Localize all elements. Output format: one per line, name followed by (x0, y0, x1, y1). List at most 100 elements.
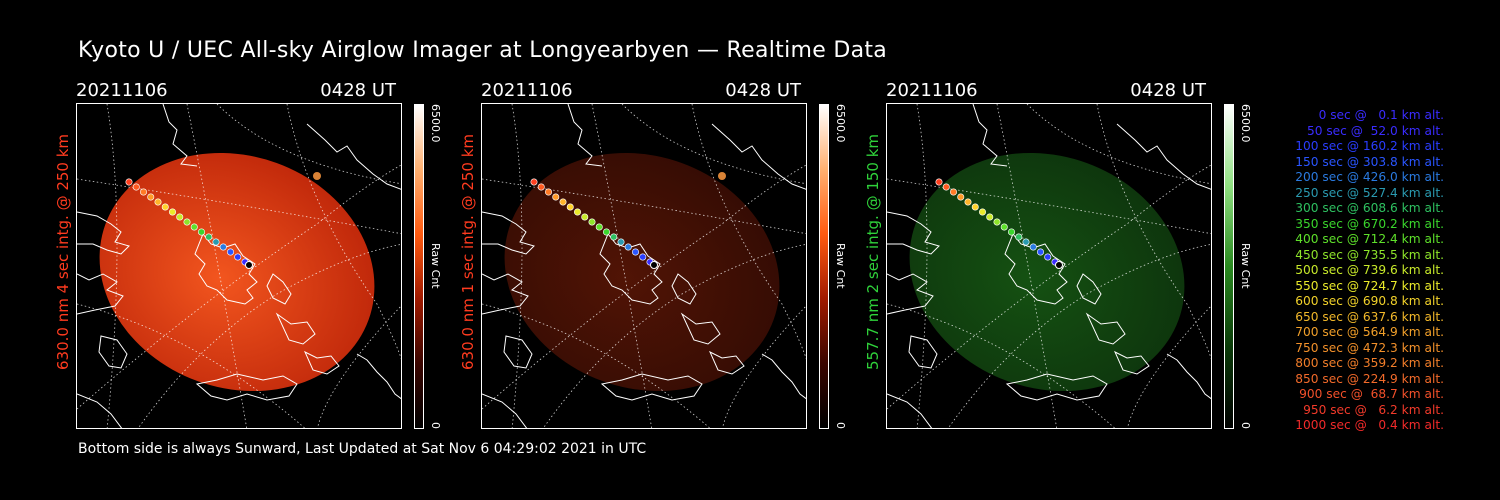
trajectory-point (971, 203, 979, 211)
latlon-grid-line (186, 104, 248, 428)
trajectory-point (227, 248, 235, 256)
trajectory-point (639, 253, 647, 261)
trajectory-point (610, 233, 618, 241)
panel-630nm-4sec: 20211106 0428 UT 6500.0 Raw Cnt 0 630.0 … (54, 80, 476, 430)
trajectory-point (212, 238, 220, 246)
trajectory-point (190, 223, 198, 231)
colorbar-max: 6500.0 (834, 104, 847, 143)
trajectory-end-point (245, 261, 253, 269)
panel-630nm-1sec: 20211106 0428 UT 6500.0 Raw Cnt 0 630.0 … (459, 80, 881, 430)
allsky-image (481, 103, 807, 429)
trajectory-point (595, 223, 603, 231)
latlon-grid-line (482, 178, 806, 235)
latlon-grid-line (691, 104, 806, 360)
latlon-grid-line (77, 303, 306, 428)
legend-entry: 800 sec @ 359.2 km alt. (1295, 356, 1444, 370)
colorbar-unit: Raw Cnt (429, 243, 442, 289)
colorbar-max: 6500.0 (429, 104, 442, 143)
legend-entry: 950 sec @ 6.2 km alt. (1303, 402, 1444, 417)
panel-wavelength-label: 630.0 nm 4 sec intg. @ 250 km (54, 133, 72, 370)
coastline (195, 373, 298, 401)
colorbar-min: 0 (429, 422, 442, 429)
coastline (887, 273, 934, 315)
page-title: Kyoto U / UEC All-sky Airglow Imager at … (78, 38, 888, 63)
trajectory-point (234, 253, 242, 261)
trajectory-point (979, 208, 987, 216)
allsky-map (77, 104, 401, 428)
coastline (908, 335, 938, 369)
colorbar (819, 104, 829, 429)
legend-entry: 650 sec @ 637.6 km alt. (1295, 309, 1444, 324)
trajectory-end-point (1055, 261, 1063, 269)
coastline (162, 104, 198, 167)
trajectory-point (559, 198, 567, 206)
trajectory-point (581, 213, 589, 221)
latlon-grid-line (1096, 104, 1211, 360)
panel-date: 20211106 (76, 80, 168, 101)
trajectory-point (176, 213, 184, 221)
latlon-grid-line (482, 303, 711, 428)
latlon-grid-line (542, 243, 806, 428)
panel-time: 0428 UT (320, 80, 396, 101)
coastline (1085, 312, 1126, 345)
bright-spot (718, 172, 726, 180)
trajectory-point (147, 193, 155, 201)
panel-time: 0428 UT (1130, 80, 1206, 101)
trajectory-point (1029, 243, 1037, 251)
trajectory-point (1044, 253, 1052, 261)
legend-entry: 0 sec @ 0.1 km alt. (1318, 108, 1444, 122)
trajectory-point (632, 248, 640, 256)
trajectory-point (964, 198, 972, 206)
coastline (671, 273, 697, 305)
legend-entry: 100 sec @ 160.2 km alt. (1295, 139, 1444, 153)
trajectory-point (935, 178, 943, 186)
legend-entry: 300 sec @ 608.6 km alt. (1295, 201, 1444, 215)
coastline (275, 312, 316, 345)
colorbar-unit: Raw Cnt (1239, 243, 1252, 289)
allsky-image (76, 103, 402, 429)
trajectory-point (219, 243, 227, 251)
bright-spot (313, 172, 321, 180)
latlon-grid-line (621, 104, 806, 185)
coastline (77, 393, 123, 428)
trajectory-point (942, 183, 950, 191)
coastline (482, 211, 535, 255)
legend-entry: 900 sec @ 68.7 km alt. (1299, 387, 1444, 401)
coastline (1076, 273, 1102, 305)
coastline (303, 350, 340, 375)
colorbar-unit: Raw Cnt (834, 243, 847, 289)
trajectory-point (1037, 248, 1045, 256)
coastline (887, 211, 940, 255)
allsky-map (482, 104, 806, 428)
footer-note: Bottom side is always Sunward, Last Upda… (78, 441, 647, 457)
latlon-grid-line (887, 303, 1116, 428)
panel-date: 20211106 (886, 80, 978, 101)
coastline (1005, 373, 1108, 401)
legend-entry: 250 sec @ 527.4 km alt. (1295, 185, 1444, 200)
coastline (306, 123, 401, 190)
panel-557nm-2sec: 20211106 0428 UT 6500.0 Raw Cnt 0 557.7 … (864, 80, 1286, 430)
trajectory-point (588, 218, 596, 226)
coastline (972, 104, 1008, 167)
trajectory-point (154, 198, 162, 206)
latlon-grid-line (947, 243, 1211, 428)
coastline (680, 312, 721, 345)
airglow-field (909, 152, 1185, 392)
coastline (194, 233, 258, 305)
panel-date: 20211106 (481, 80, 573, 101)
trajectory-point (617, 238, 625, 246)
coastline (567, 104, 603, 167)
legend-entry: 200 sec @ 426.0 km alt. (1295, 170, 1444, 184)
allsky-image (886, 103, 1212, 429)
legend-entry: 850 sec @ 224.9 km alt. (1295, 371, 1444, 386)
trajectory-point (1008, 228, 1016, 236)
coastline (599, 233, 663, 305)
legend-entry: 1000 sec @ 0.4 km alt. (1295, 418, 1444, 432)
trajectory-point (986, 213, 994, 221)
legend-entry: 700 sec @ 564.9 km alt. (1295, 325, 1444, 339)
trajectory-point (183, 218, 191, 226)
trajectory-point (957, 193, 965, 201)
coastline (356, 353, 401, 400)
trajectory-point (530, 178, 538, 186)
latlon-grid-line (1127, 305, 1211, 428)
